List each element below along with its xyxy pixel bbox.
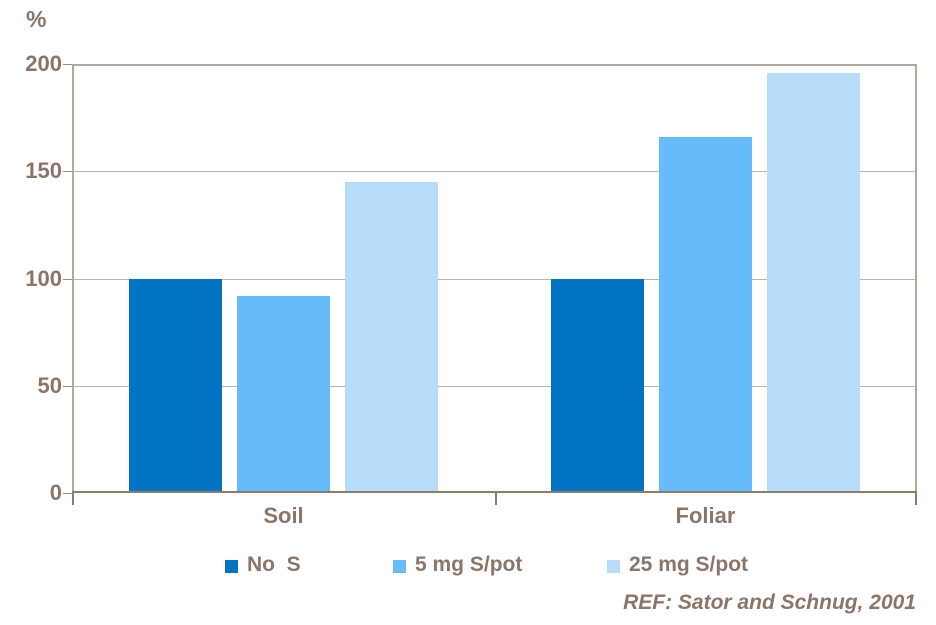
gridline-150	[72, 171, 917, 173]
legend-swatch-5mg	[393, 559, 406, 573]
y-tick-mark-150	[63, 171, 72, 173]
gridline-50	[72, 385, 917, 387]
legend-swatch-25mg	[607, 559, 620, 573]
y-tick-mark-100	[63, 278, 72, 280]
legend-item-5mg: 5 mg S/pot	[393, 552, 522, 578]
x-tick-mark-0	[72, 493, 74, 505]
legend-item-25mg: 25 mg S/pot	[607, 552, 748, 578]
legend-label-no-s: No S	[247, 553, 301, 576]
legend-swatch-no-s	[225, 559, 238, 573]
y-tick-label-100: 100	[25, 265, 62, 291]
y-tick-label-200: 200	[25, 51, 62, 76]
y-tick-label-150: 150	[25, 158, 62, 184]
bar-foliar-no-s	[551, 278, 645, 491]
bar-foliar-25-mg-s-pot	[767, 72, 861, 491]
legend-label-25mg: 25 mg S/pot	[629, 553, 749, 576]
gridline-100	[72, 278, 917, 280]
legend-item-no-s: No S	[225, 552, 301, 578]
y-tick-mark-200	[63, 64, 72, 65]
x-category-label-soil: Soil	[263, 503, 304, 528]
y-tick-label-50: 50	[37, 372, 62, 398]
y-tick-label-0: 0	[49, 480, 62, 505]
x-tick-mark-1	[494, 493, 497, 505]
x-category-label-foliar: Foliar	[675, 503, 736, 528]
y-tick-mark-0	[63, 493, 72, 494]
bar-soil-5-mg-s-pot	[236, 295, 330, 491]
x-axis-line	[72, 491, 917, 493]
y-tick-mark-50	[63, 385, 72, 387]
bar-foliar-5-mg-s-pot	[659, 136, 753, 491]
reference-citation: REF: Sator and Schnug, 2001	[623, 591, 916, 614]
bar-soil-25-mg-s-pot	[344, 181, 438, 491]
plot-area	[63, 64, 917, 505]
legend-label-5mg: 5 mg S/pot	[415, 553, 523, 576]
gridline-200	[72, 64, 917, 66]
bar-soil-no-s	[128, 278, 222, 491]
plot-right-border	[915, 64, 917, 505]
x-tick-mark-2	[915, 493, 917, 505]
y-axis-line	[72, 64, 74, 505]
y-axis-unit-label: %	[26, 6, 47, 32]
